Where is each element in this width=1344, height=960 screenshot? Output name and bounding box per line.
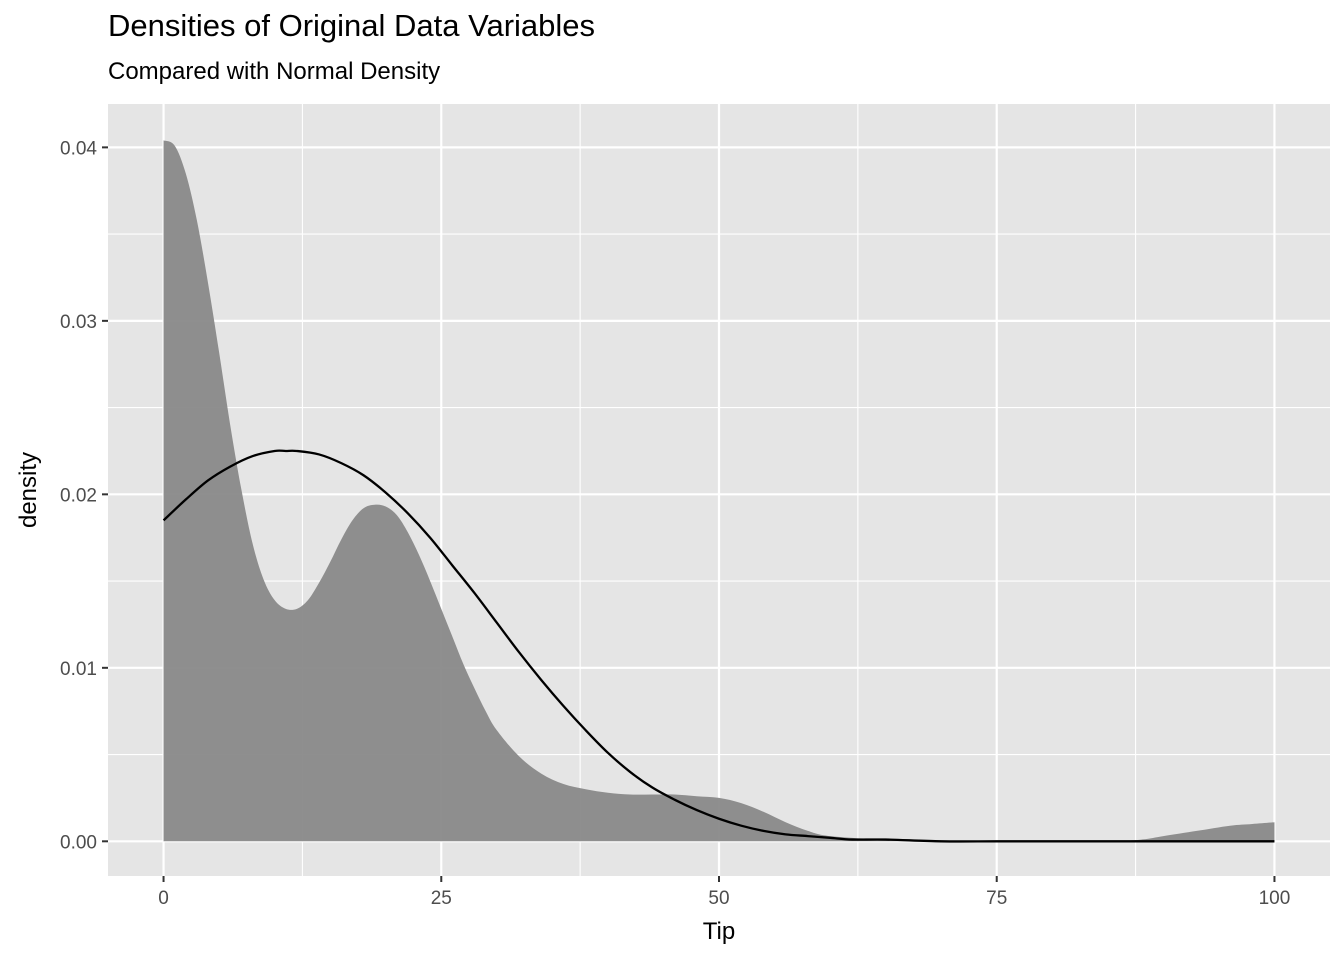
y-tick-label: 0.04 (60, 138, 97, 159)
chart-title: Densities of Original Data Variables (108, 8, 596, 43)
chart-subtitle: Compared with Normal Density (108, 58, 441, 85)
normal-density-line (162, 449, 1275, 843)
x-tick-label: 100 (1259, 888, 1291, 909)
y-tick-label: 0.02 (60, 485, 97, 506)
x-tick-label: 75 (986, 888, 1007, 909)
y-axis: 0.00 0.01 0.02 0.03 0.04 (60, 138, 108, 853)
x-tick-label: 25 (431, 888, 452, 909)
x-axis-title: Tip (703, 918, 735, 945)
x-axis: 0 25 50 75 100 (158, 876, 1290, 909)
y-tick-label: 0.03 (60, 312, 97, 333)
density-area (163, 140, 1275, 842)
x-tick-label: 50 (708, 888, 729, 909)
x-tick-label: 0 (158, 888, 169, 909)
y-tick-label: 0.01 (60, 659, 97, 680)
y-tick-label: 0.00 (60, 832, 97, 853)
y-axis-title: density (15, 452, 42, 528)
